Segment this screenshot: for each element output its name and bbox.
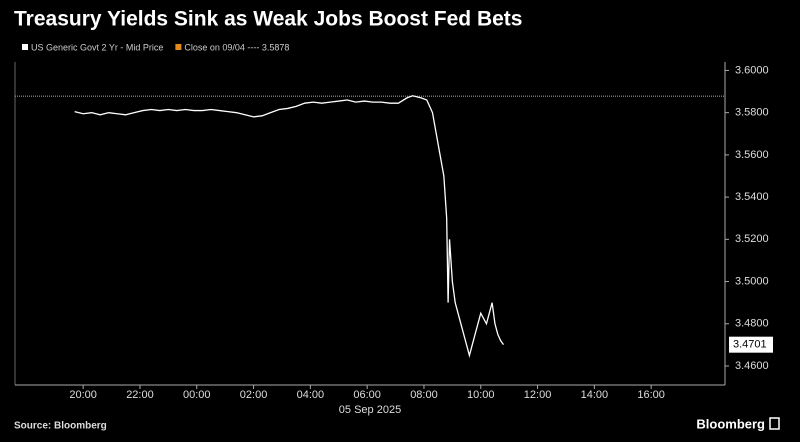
series-line [74, 95, 505, 358]
y-tick-label: 3.5600 [735, 149, 769, 161]
x-tick-label: 10:00 [467, 389, 495, 401]
y-tick-label: 3.5800 [735, 107, 769, 119]
x-tick-label: 00:00 [183, 389, 211, 401]
legend-swatch [22, 44, 28, 50]
x-tick-label: 20:00 [69, 389, 97, 401]
legend-swatch [175, 44, 182, 50]
x-axis-sublabel: 05 Sep 2025 [339, 404, 401, 416]
y-tick-label: 3.5000 [735, 275, 769, 287]
x-tick-label: 14:00 [581, 389, 609, 401]
y-tick-label: 3.4800 [735, 318, 769, 330]
last-value-label: 3.4701 [733, 339, 767, 351]
legend-label: US Generic Govt 2 Yr - Mid Price [31, 42, 163, 52]
source: Source: Bloomberg [14, 421, 107, 432]
x-tick-label: 02:00 [240, 389, 268, 401]
x-tick-label: 16:00 [637, 389, 665, 401]
x-tick-label: 04:00 [297, 389, 325, 401]
y-tick-label: 3.5200 [735, 233, 769, 245]
chart-title: Treasury Yields Sink as Weak Jobs Boost … [14, 8, 522, 31]
x-tick-label: 12:00 [524, 389, 552, 401]
y-tick-label: 3.6000 [735, 64, 769, 76]
x-tick-label: 22:00 [126, 389, 154, 401]
y-tick-label: 3.4600 [735, 360, 769, 372]
brand-logo: Bloomberg [696, 416, 765, 431]
y-tick-label: 3.5400 [735, 191, 769, 203]
x-tick-label: 08:00 [410, 389, 438, 401]
logo-icon [769, 417, 780, 430]
last-value-box [729, 336, 773, 353]
x-tick-label: 06:00 [353, 389, 381, 401]
legend-label: Close on 09/04 ---- 3.5878 [184, 42, 289, 52]
